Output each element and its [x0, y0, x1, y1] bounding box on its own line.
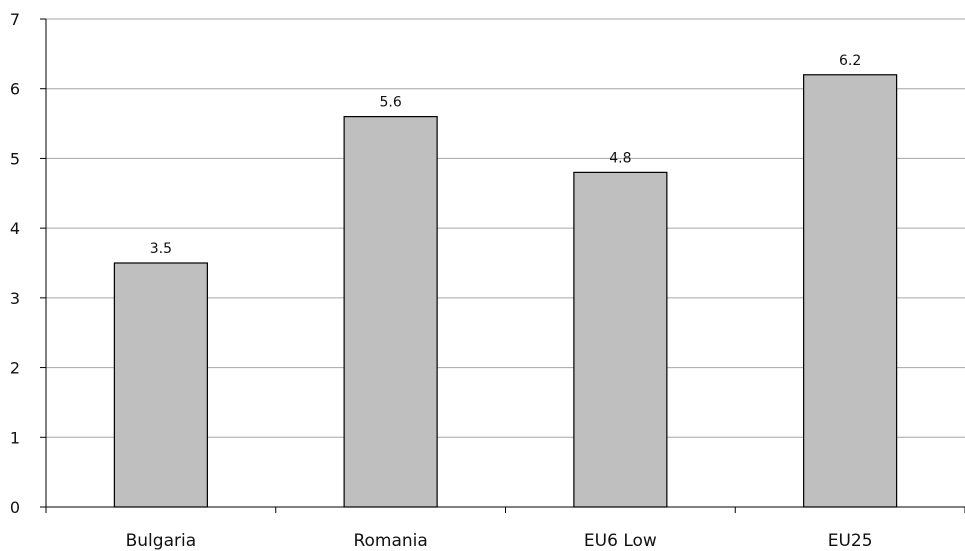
bar-eu25	[803, 74, 898, 508]
x-category-label: Romania	[353, 531, 427, 551]
x-category-label: Bulgaria	[126, 531, 197, 551]
y-tick-label: 4	[10, 219, 20, 238]
y-tick-label: 6	[10, 80, 20, 99]
x-category-label: EU6 Low	[584, 531, 657, 551]
y-tick-label: 2	[10, 359, 20, 378]
data-labels: 3.5 5.6 4.8 6.2	[150, 53, 862, 257]
bar-bulgaria	[113, 262, 208, 508]
y-tick-label: 0	[10, 498, 20, 517]
x-category-labels: Bulgaria Romania EU6 Low EU25	[126, 531, 873, 551]
data-label: 4.8	[609, 150, 631, 166]
y-tick-label: 7	[10, 10, 20, 29]
bar-eu6-low	[573, 171, 668, 508]
axes	[40, 18, 965, 513]
y-tick-labels: 0 1 2 3 4 5 6 7	[10, 10, 20, 517]
data-label: 6.2	[839, 53, 861, 69]
data-label: 5.6	[379, 95, 401, 111]
x-category-label: EU25	[828, 531, 873, 551]
bar-romania	[343, 115, 438, 508]
y-tick-label: 3	[10, 289, 20, 308]
data-label: 3.5	[150, 241, 172, 257]
bars	[113, 74, 898, 508]
y-tick-label: 1	[10, 428, 20, 447]
y-tick-label: 5	[10, 149, 20, 168]
